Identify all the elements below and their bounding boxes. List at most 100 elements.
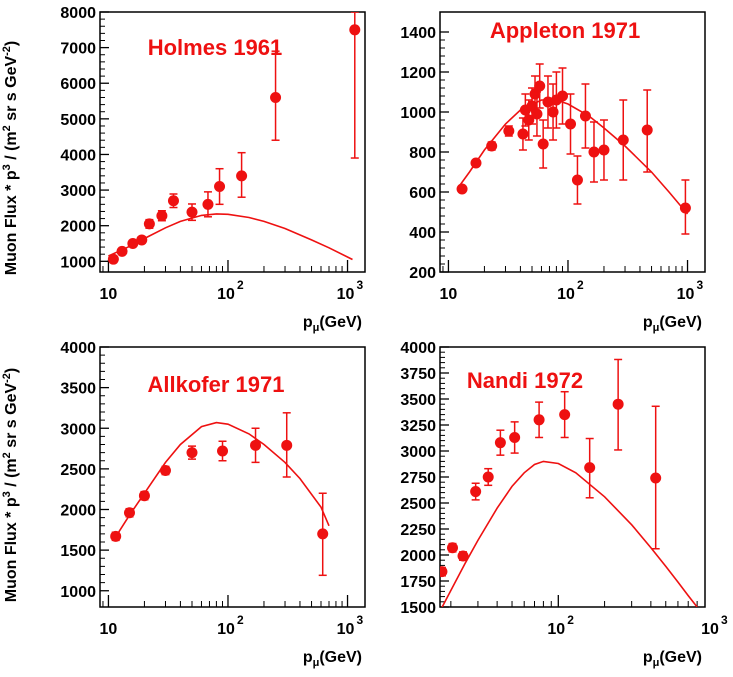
data-point bbox=[559, 409, 571, 421]
panel-title: Holmes 1961 bbox=[148, 35, 283, 60]
data-point bbox=[542, 96, 554, 108]
data-point bbox=[281, 439, 293, 451]
data-point bbox=[123, 507, 135, 519]
data-point bbox=[470, 157, 482, 169]
y-tick-label: 800 bbox=[409, 145, 436, 162]
data-point bbox=[349, 24, 361, 36]
y-tick-label: 2500 bbox=[400, 496, 436, 513]
plot-frame bbox=[439, 11, 706, 273]
data-point bbox=[470, 486, 482, 498]
x-tick-exponent: 3 bbox=[697, 278, 704, 292]
x-tick-exponent: 3 bbox=[357, 278, 364, 292]
data-point bbox=[236, 170, 248, 182]
data-point bbox=[588, 146, 600, 158]
data-point bbox=[116, 245, 128, 257]
data-point bbox=[110, 530, 122, 542]
data-layer bbox=[456, 63, 691, 235]
y-tick-label: 6000 bbox=[60, 76, 96, 93]
data-point bbox=[494, 437, 506, 449]
data-point bbox=[534, 80, 546, 92]
y-tick-label: 400 bbox=[409, 225, 436, 242]
y-tick-label: 1000 bbox=[60, 254, 96, 271]
data-point bbox=[486, 140, 498, 152]
y-tick-label: 4000 bbox=[400, 340, 436, 357]
y-tick-label: 3250 bbox=[400, 418, 436, 435]
y-tick-label: 600 bbox=[409, 185, 436, 202]
data-point bbox=[159, 465, 171, 476]
panel-title: Nandi 1972 bbox=[467, 368, 583, 393]
panel-title: Allkofer 1971 bbox=[148, 372, 285, 397]
data-point bbox=[612, 398, 624, 410]
data-layer bbox=[110, 412, 330, 577]
y-tick-label: 1000 bbox=[60, 584, 96, 601]
x-axis-label: pμ(GeV) bbox=[303, 649, 362, 669]
data-point bbox=[440, 566, 448, 578]
y-tick-label: 2000 bbox=[60, 503, 96, 520]
data-point bbox=[250, 439, 262, 451]
data-point bbox=[617, 134, 629, 146]
x-tick-label: 10 bbox=[557, 286, 575, 303]
x-tick-exponent: 3 bbox=[357, 613, 364, 627]
y-tick-label: 3000 bbox=[400, 444, 436, 461]
y-tick-label: 3000 bbox=[60, 183, 96, 200]
y-tick-label: 4000 bbox=[60, 147, 96, 164]
y-tick-label: 7000 bbox=[60, 41, 96, 58]
y-tick-label: 200 bbox=[409, 265, 436, 282]
data-point bbox=[270, 91, 282, 103]
model-curve bbox=[457, 99, 689, 215]
x-tick-label: 10 bbox=[547, 621, 565, 638]
data-point bbox=[138, 490, 150, 502]
data-layer bbox=[107, 12, 361, 265]
x-tick-label: 10 bbox=[217, 286, 235, 303]
data-point bbox=[167, 195, 179, 207]
panel-title: Appleton 1971 bbox=[490, 18, 640, 43]
data-point bbox=[186, 206, 198, 218]
data-point bbox=[579, 110, 591, 122]
data-point bbox=[446, 542, 458, 554]
y-tick-label: 3750 bbox=[400, 366, 436, 383]
x-tick-exponent: 2 bbox=[567, 613, 574, 627]
y-tick-label: 2000 bbox=[60, 219, 96, 236]
y-tick-label: 2500 bbox=[60, 462, 96, 479]
y-tick-label: 3500 bbox=[400, 392, 436, 409]
data-point bbox=[127, 238, 139, 250]
data-point bbox=[641, 124, 653, 136]
x-tick-label: 10 bbox=[337, 621, 355, 638]
y-tick-label: 1200 bbox=[400, 65, 436, 82]
x-tick-label: 10 bbox=[217, 621, 235, 638]
data-point bbox=[482, 471, 494, 483]
data-point bbox=[565, 118, 577, 130]
data-point bbox=[457, 550, 469, 562]
x-tick-exponent: 2 bbox=[237, 278, 244, 292]
y-tick-label: 5000 bbox=[60, 112, 96, 129]
model-curve bbox=[108, 213, 353, 261]
x-axis-label: pμ(GeV) bbox=[643, 649, 702, 669]
x-tick-exponent: 2 bbox=[577, 278, 584, 292]
y-tick-label: 2250 bbox=[400, 522, 436, 539]
data-point bbox=[531, 108, 543, 120]
data-point bbox=[679, 202, 691, 214]
y-tick-label: 1400 bbox=[400, 25, 436, 42]
data-point bbox=[317, 528, 329, 540]
panel-nandi: 1500 1750 2000 2250 2500 2750 3000 3250 3500 3750… bbox=[400, 340, 728, 669]
data-layer bbox=[440, 358, 698, 607]
y-tick-label: 1500 bbox=[60, 543, 96, 560]
data-point bbox=[517, 128, 529, 140]
data-point bbox=[107, 253, 119, 265]
y-tick-label: 2750 bbox=[400, 470, 436, 487]
y-tick-label: 1000 bbox=[400, 105, 436, 122]
model-curve bbox=[441, 460, 698, 607]
x-tick-label: 10 bbox=[337, 286, 355, 303]
data-point bbox=[136, 234, 148, 246]
data-point bbox=[584, 462, 596, 474]
ylabel-bottom: Muon Flux * p3 / (m2 sr s GeV-2) bbox=[1, 368, 20, 603]
x-tick-label: 10 bbox=[677, 286, 695, 303]
x-tick-exponent: 2 bbox=[237, 613, 244, 627]
data-point bbox=[214, 181, 226, 193]
y-tick-label: 8000 bbox=[60, 5, 96, 22]
plot-frame bbox=[99, 11, 366, 273]
x-axis-label: pμ(GeV) bbox=[643, 314, 702, 334]
